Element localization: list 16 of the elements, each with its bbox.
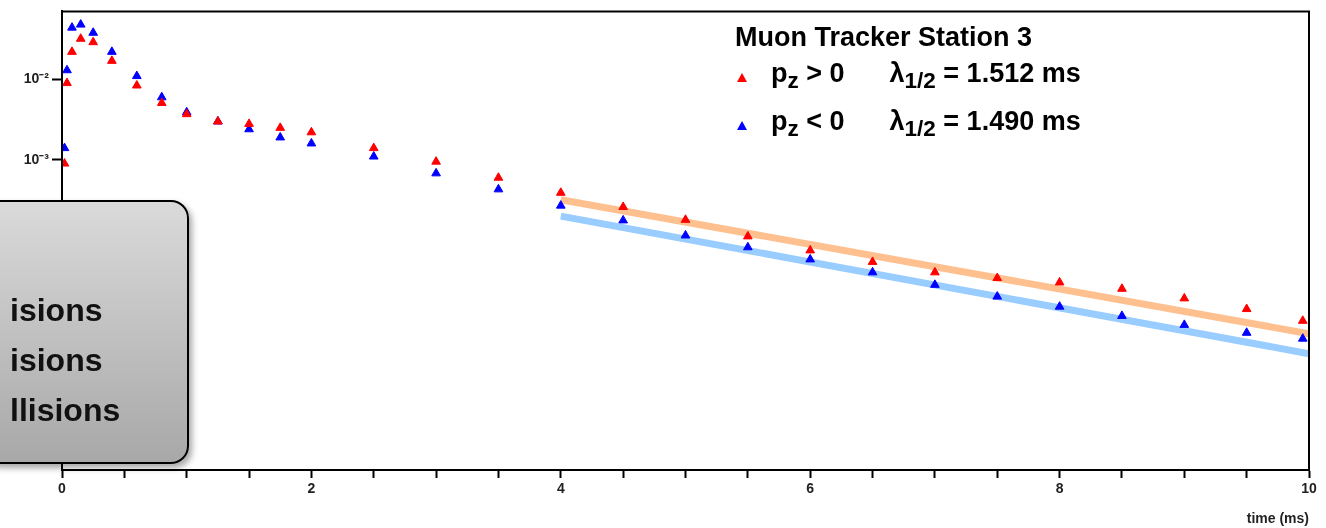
x-tick-label: 0 xyxy=(58,480,67,497)
y-tick-label: 10⁻² xyxy=(23,70,50,87)
legend-label: p$_{z}$ > 0 λ$_{1/2}$ = 1.512 ms xyxy=(771,57,1081,96)
x-axis-title: time (ms) xyxy=(1246,510,1309,527)
callout-box: isions isions llisions xyxy=(0,200,189,464)
x-tick-label: 8 xyxy=(1055,480,1064,497)
x-tick-label: 6 xyxy=(806,480,815,497)
legend-label: p$_{z}$ < 0 λ$_{1/2}$ = 1.490 ms xyxy=(771,105,1081,144)
annotation: llisions xyxy=(10,392,121,429)
x-tick-label: 2 xyxy=(307,480,316,497)
y-tick-label: 10⁻³ xyxy=(23,150,50,167)
x-tick-label: 4 xyxy=(556,480,565,497)
legend-title: Muon Tracker Station 3 xyxy=(735,22,1034,53)
annotation: isions xyxy=(10,292,103,329)
annotation: isions xyxy=(10,342,103,379)
x-tick-label: 10 xyxy=(1301,480,1317,497)
